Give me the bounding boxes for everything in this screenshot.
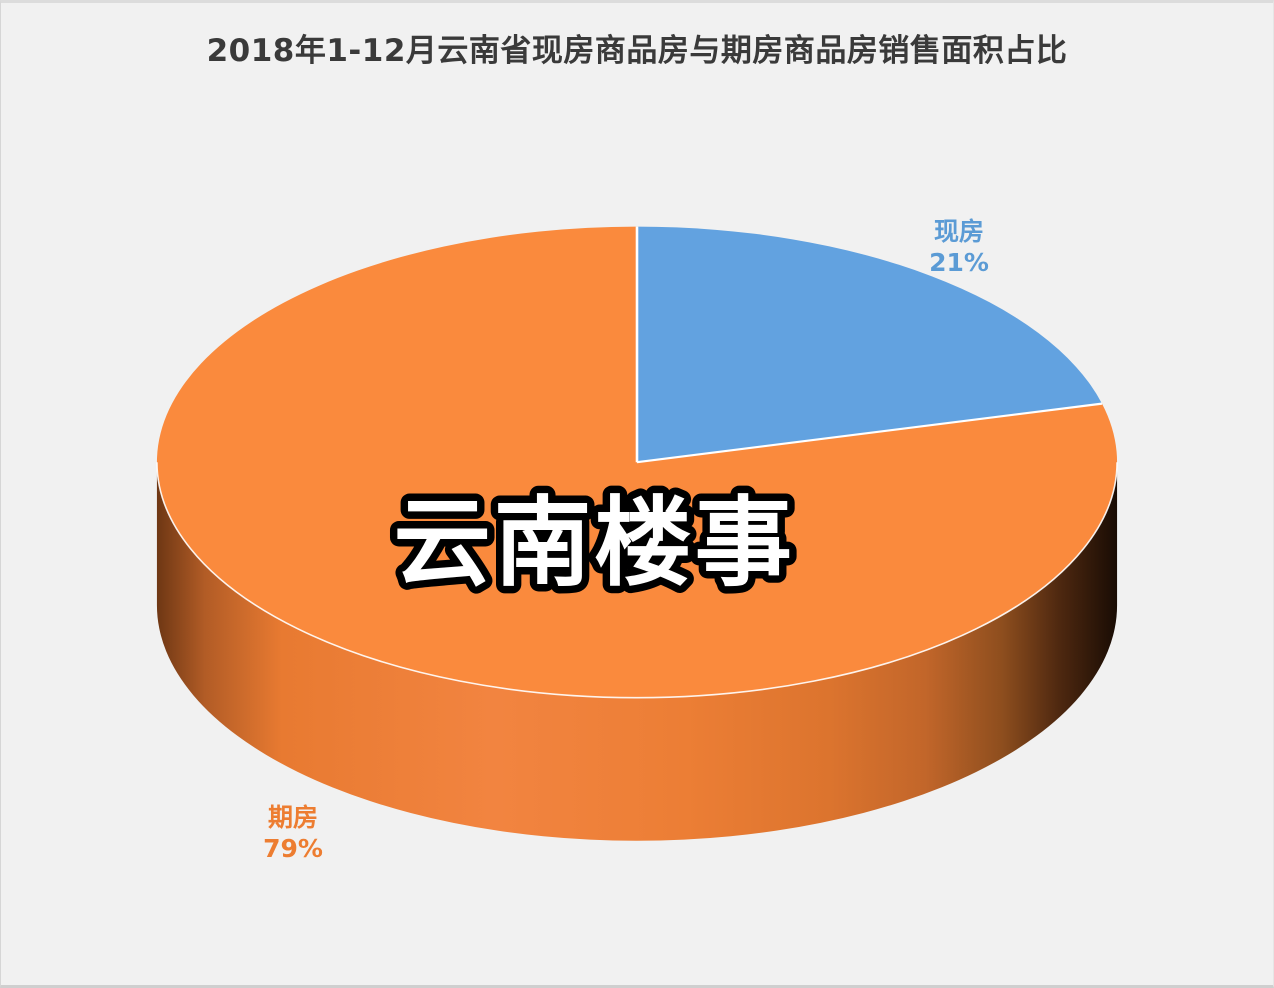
pie-side-3d xyxy=(156,462,1118,841)
data-label-xianfang: 现房 21% xyxy=(874,216,1044,278)
pie-rim-highlight xyxy=(156,462,1118,699)
watermark-text: 云南楼事 xyxy=(394,486,796,599)
pie-slice-qifang xyxy=(156,226,1118,698)
pie-chart: 云南楼事 xyxy=(156,226,1118,841)
slice-name-xianfang: 现房 xyxy=(933,217,984,246)
slice-percent-xianfang: 21% xyxy=(929,248,989,277)
chart-title: 2018年1-12月云南省现房商品房与期房商品房销售面积占比 xyxy=(206,33,1068,69)
data-label-qifang: 期房 79% xyxy=(208,802,378,864)
slice-name-qifang: 期房 xyxy=(267,803,318,832)
pie-slice-xianfang xyxy=(637,226,1102,463)
slice-divider-right xyxy=(636,402,1103,464)
slice-percent-qifang: 79% xyxy=(263,834,323,863)
